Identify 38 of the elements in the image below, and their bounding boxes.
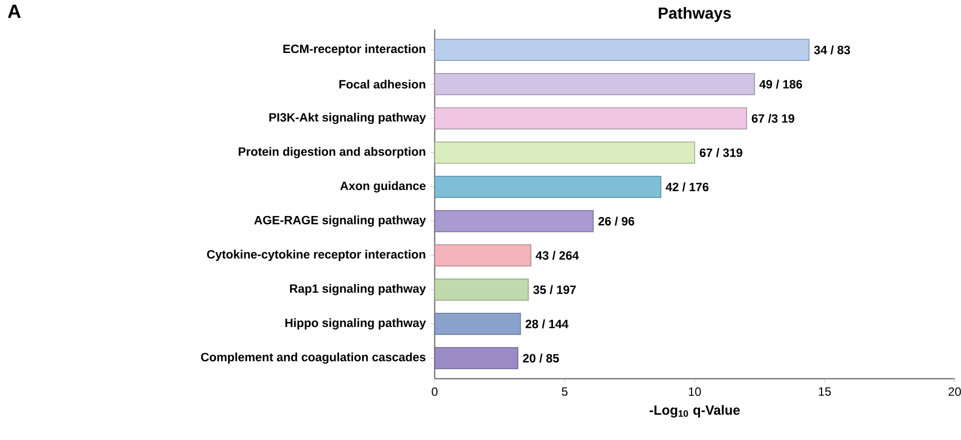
- y-tick-label: PI3K-Akt signaling pathway: [269, 112, 426, 124]
- y-tick-label: AGE-RAGE signaling pathway: [254, 216, 426, 227]
- x-tick-label: 20: [948, 387, 961, 396]
- annotation: 35 / 197: [533, 285, 576, 294]
- y-tick-label: Hippo signaling pathway: [285, 318, 426, 330]
- annotation: 28 / 144: [526, 319, 568, 328]
- y-tick-label: Rap1 signaling pathway: [290, 284, 426, 296]
- y-tick-label: Axon guidance: [340, 181, 426, 193]
- bar: [434, 73, 755, 96]
- annotation: 43 / 264: [536, 250, 579, 260]
- bar: [434, 176, 662, 198]
- annotation: 20 / 85: [522, 354, 559, 363]
- bar: [434, 312, 521, 335]
- chart-title: Pathways: [658, 7, 731, 22]
- x-axis-title: -Log$_{10}$ q-Value: [650, 405, 740, 418]
- y-tick-label: Cytokine-cytokine receptor interaction: [207, 250, 426, 261]
- annotation: 42 / 176: [666, 182, 708, 192]
- annotation: 49 / 186: [759, 80, 802, 89]
- bar: [434, 347, 518, 370]
- x-tick-label: 10: [688, 387, 701, 396]
- text: A: [8, 4, 21, 18]
- y-tick-label: Protein digestion and absorption: [238, 147, 426, 158]
- x-tick-label: 15: [818, 387, 831, 396]
- y-tick-label: ECM-receptor interaction: [283, 44, 426, 56]
- bar: [434, 38, 810, 61]
- bar: [434, 210, 594, 232]
- annotation: 67 /3 19: [752, 114, 794, 123]
- annotation: 67 / 319: [700, 148, 742, 158]
- x-tick-label: 5: [562, 387, 568, 396]
- bar: [434, 107, 748, 130]
- x-tick-label: 0: [432, 387, 438, 396]
- y-tick-label: Complement and coagulation cascades: [201, 352, 426, 364]
- y-tick-label: Focal adhesion: [339, 80, 426, 89]
- annotation: 26 / 96: [598, 216, 634, 226]
- bar: [434, 244, 532, 266]
- bar: [434, 142, 696, 164]
- bar: [434, 278, 529, 301]
- annotation: 34 / 83: [814, 45, 850, 54]
